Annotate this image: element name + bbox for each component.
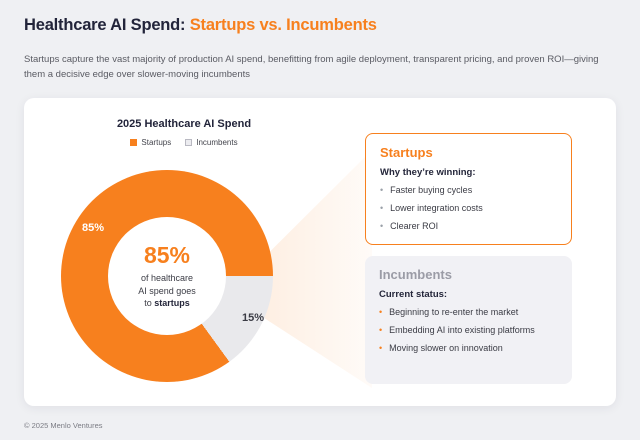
list-item: • Clearer ROI <box>380 220 557 232</box>
page-title-highlight: Startups vs. Incumbents <box>189 16 377 34</box>
panel-incumbents-heading: Incumbents <box>379 267 452 282</box>
bullet-icon: • <box>380 185 384 195</box>
legend-label-incumbents: Incumbents <box>196 138 238 147</box>
list-item: • Beginning to re-enter the market <box>379 306 558 318</box>
list-item: • Moving slower on innovation <box>379 342 558 354</box>
chart-header: 2025 Healthcare AI Spend Startups Incumb… <box>54 118 314 147</box>
panel-startups-subheading: Why they’re winning: <box>380 167 476 178</box>
donut-center-percent: 85% <box>143 242 191 269</box>
legend-item-incumbents: Incumbents <box>185 138 238 147</box>
bullet-text: Embedding AI into existing platforms <box>389 325 535 336</box>
chart-title: 2025 Healthcare AI Spend <box>116 118 252 130</box>
legend-item-startups: Startups <box>130 138 171 147</box>
page-subtitle: Startups capture the vast majority of pr… <box>24 54 599 80</box>
bullet-icon: • <box>380 203 384 214</box>
bullet-text: Beginning to re-enter the market <box>389 307 519 317</box>
list-item: • Lower integration costs <box>380 202 557 214</box>
donut-center-line1: of healthcare <box>140 273 194 284</box>
list-item: • Faster buying cycles <box>380 184 557 196</box>
bullet-text: Faster buying cycles <box>390 185 473 195</box>
list-item: • Embedding AI into existing platforms <box>379 324 558 336</box>
donut-center-line3: to startups <box>144 298 190 309</box>
slice-label-incumbents: 15% <box>242 312 265 324</box>
donut-center: 85% of healthcare AI spend goes to start… <box>108 217 226 335</box>
panel-startups-bullets: • Faster buying cycles • Lower integration… <box>380 184 557 232</box>
panel-startups: Startups Why they’re winning: • Faster bu… <box>365 133 572 245</box>
legend-swatch-startups-icon <box>130 139 138 146</box>
legend-swatch-incumbents-icon <box>185 139 193 146</box>
highlight-beam <box>262 150 372 388</box>
slice-label-startups: 85% <box>82 222 105 234</box>
panel-incumbents-subheading: Current status: <box>379 289 448 300</box>
panel-incumbents: Incumbents Current status: • Beginning to… <box>365 256 572 384</box>
page-title-prefix: Healthcare AI Spend: <box>24 16 190 34</box>
panel-incumbents-bullets: • Beginning to re-enter the market • Embed… <box>379 306 558 354</box>
donut-center-startups-bold: startups <box>154 298 190 309</box>
panel-startups-heading: Startups <box>380 145 433 160</box>
donut-chart: 85% of healthcare AI spend goes to start… <box>61 170 273 382</box>
footer-copyright: © 2025 Menlo Ventures <box>24 421 103 430</box>
bullet-icon: • <box>379 325 383 336</box>
bullet-icon: • <box>379 343 383 354</box>
legend-label-startups: Startups <box>141 138 172 147</box>
bullet-text: Moving slower on innovation <box>389 343 503 354</box>
bullet-text: Clearer ROI <box>390 221 439 232</box>
donut-center-line2: AI spend goes <box>138 285 196 296</box>
bullet-text: Lower integration costs <box>390 203 483 214</box>
infographic-card: 2025 Healthcare AI Spend Startups Incumb… <box>24 98 616 406</box>
bullet-icon: • <box>380 221 384 232</box>
page-title: Healthcare AI Spend: Startups vs. Incumb… <box>24 16 377 35</box>
bullet-icon: • <box>379 307 383 317</box>
chart-legend: Startups Incumbents <box>54 138 314 147</box>
